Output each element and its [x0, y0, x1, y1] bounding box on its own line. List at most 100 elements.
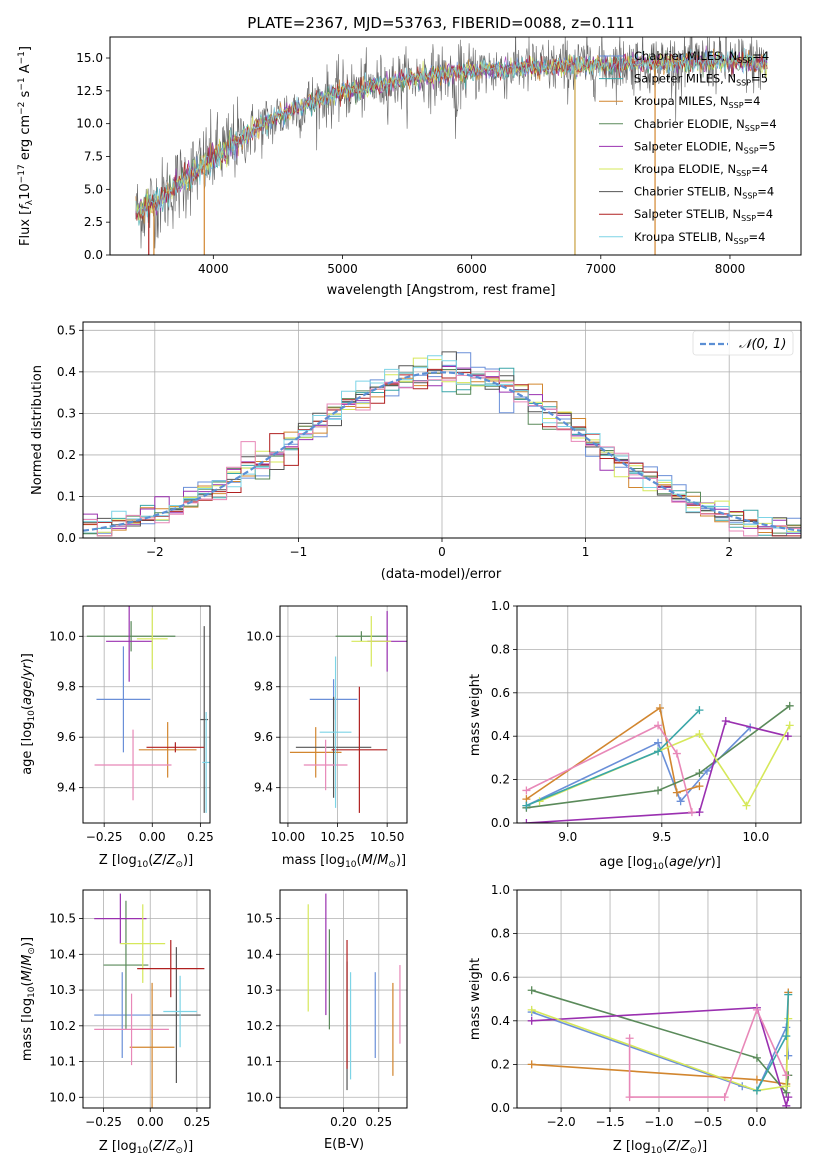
p7-ytick-label-1: 10.1: [246, 1055, 273, 1069]
age-vs-z-point-0: [96, 646, 151, 753]
mass-vs-z-xlabel: Z [log10(Z/Z⊙)]: [99, 1139, 193, 1156]
p8-xtick-label-3: −0.5: [693, 1115, 722, 1129]
age-vs-mass-point-1: [289, 727, 342, 778]
mass-vs-z-point-8: [163, 975, 197, 1048]
age-vs-mass-point-5: [295, 696, 372, 798]
p3-ytick-label-2: 9.8: [57, 680, 76, 694]
age-vs-mass-point-7: [303, 739, 348, 791]
age-vs-z-xlabel: Z [log10(Z/Z⊙)]: [99, 853, 193, 870]
residual-hist-9: [83, 370, 801, 538]
mass-vs-z-point-6: [137, 940, 205, 998]
age-vs-z-axes-frame: [82, 605, 211, 824]
figure-title: PLATE=2367, MJD=53763, FIBERID=0088, z=0…: [247, 14, 634, 32]
p5-ytick-label-1: 0.2: [491, 773, 510, 787]
residuals-xlabel: (data-model)/error: [381, 567, 502, 582]
mass-vs-z-point-4: [120, 904, 166, 983]
mass-weight-vs-age-line-1: [525, 706, 700, 800]
p1-ytick-label-1: 2.5: [84, 215, 103, 229]
p1-xtick-label-4: 8000: [715, 262, 746, 276]
p5-ytick-label-4: 0.8: [491, 642, 510, 656]
p8-xtick-label-0: −2.0: [546, 1115, 575, 1129]
p2-xtick-label-1: −1: [290, 545, 308, 559]
p8-ytick-label-1: 0.2: [491, 1057, 510, 1071]
residuals-legend-box: [692, 330, 794, 356]
mass-weight-vs-age-marker-4-2: [695, 730, 704, 739]
mass-vs-ebv-panel: 0.20 0.25 10.0 10.1 10.2 10.3 10.4 10.5 E(B-V): [246, 889, 408, 1152]
mass-weight-vs-z-marker-0-4: [784, 1051, 793, 1060]
p5-xtick-label-2: 10.0: [743, 830, 770, 844]
mass-weight-vs-z-marker-4-2: [782, 1082, 791, 1091]
p6-ytick-label-2: 10.2: [49, 1019, 76, 1033]
p1-xtick-label-0: 4000: [198, 262, 229, 276]
mass-weight-vs-age-marker-6-1: [654, 721, 663, 730]
mass-vs-z-point-3: [94, 893, 147, 944]
mass-weight-vs-age-marker-5-0: [522, 801, 531, 810]
age-vs-z-point-6: [146, 742, 205, 753]
mass-weight-vs-z-line-4: [531, 1009, 790, 1092]
mass-weight-vs-age-marker-3-2: [721, 717, 730, 726]
mass-weight-vs-z-panel: −2.0 −1.5 −1.0 −0.5 0.0 0.0 0.2 0.4 0.6 0.8 1.0 Z …: [468, 883, 802, 1156]
spectrum-panel: 4000 5000 6000 7000 8000 0.0 2.5 5.0 7.5 10.0 12.5…: [17, 36, 802, 298]
age-vs-mass-xlabel: mass [log10(M/M⊙)]: [282, 853, 406, 870]
mass-weight-vs-age-marker-4-3: [742, 801, 751, 810]
mass-weight-vs-z-line-1: [531, 992, 790, 1085]
mass-weight-vs-z-marker-3-3: [784, 1093, 793, 1102]
p5-ytick-label-5: 1.0: [491, 599, 510, 613]
mass-vs-z-point-5: [152, 947, 201, 1083]
p6-ytick-label-5: 10.5: [49, 912, 76, 926]
mass-weight-vs-age-marker-0-1: [654, 738, 663, 747]
age-vs-mass-point-6: [331, 686, 388, 813]
mass-weight-vs-age-marker-5-1: [654, 747, 663, 756]
p4-xtick-label-0: 10.00: [271, 830, 305, 844]
p2-xtick-label-0: −2: [146, 545, 164, 559]
p4-ytick-label-0: 9.4: [254, 781, 273, 795]
mass-weight-vs-age-marker-1-1: [655, 703, 664, 712]
p4-ytick-label-2: 9.8: [254, 680, 273, 694]
p8-xtick-label-2: −1.0: [644, 1115, 673, 1129]
mass-weight-vs-z-marker-2-1: [752, 1053, 761, 1062]
p5-ytick-label-0: 0.0: [491, 816, 510, 830]
p8-ytick-label-0: 0.0: [491, 1101, 510, 1115]
age-vs-z-point-3: [106, 606, 153, 682]
p5-xtick-label-1: 9.5: [652, 830, 671, 844]
mass-weight-vs-z-line-3: [531, 1006, 790, 1108]
p1-ytick-label-4: 10.0: [76, 117, 103, 131]
mass-weight-vs-age-marker-6-3: [687, 808, 696, 817]
residuals-legend-label: 𝒩(0, 1): [739, 337, 786, 352]
p8-ytick-label-4: 0.8: [491, 927, 510, 941]
age-vs-z-point-8: [202, 711, 210, 813]
residuals-ylabel: Normed distribution: [30, 365, 45, 495]
age-vs-mass-point-8: [319, 656, 352, 808]
mass-weight-vs-age-marker-4-4: [785, 721, 794, 730]
p4-ytick-label-1: 9.6: [254, 730, 273, 744]
mass-weight-vs-z-marker-4-0: [527, 1005, 536, 1014]
p1-xtick-label-3: 7000: [586, 262, 617, 276]
spectrum-legend-label-5: Kroupa ELODIE, NSSP=4: [634, 162, 768, 178]
mass-vs-z-ylabel: mass [log10(M/M⊙)]: [20, 937, 37, 1061]
residuals-legend: 𝒩(0, 1): [692, 330, 794, 356]
age-vs-mass-point-2: [335, 631, 388, 642]
mass-weight-vs-age-panel: 9.0 9.5 10.0 0.0 0.2 0.4 0.6 0.8 1.0 age [log10(…: [468, 599, 802, 872]
mass-weight-vs-age-line-6: [526, 724, 693, 813]
p6-xtick-label-1: 0.00: [137, 1115, 164, 1129]
p6-ytick-label-3: 10.3: [49, 983, 76, 997]
mass-weight-vs-z-marker-4-3: [784, 1014, 793, 1023]
p2-ytick-label-1: 0.1: [57, 489, 76, 503]
mass-weight-vs-z-line-2: [531, 989, 790, 1095]
normal-curve: [83, 371, 801, 532]
spectrum-ylabel: Flux [fλ10−17 erg cm−2 s−1 A−1]: [17, 46, 35, 246]
mass-weight-vs-age-marker-0-2: [676, 797, 685, 806]
age-vs-z-point-7: [94, 729, 172, 801]
p6-ytick-label-4: 10.4: [49, 947, 76, 961]
p3-ytick-label-0: 9.4: [57, 781, 76, 795]
age-vs-z-point-4: [136, 608, 168, 670]
mass-weight-vs-age-line-2: [526, 705, 791, 809]
mass-weight-vs-z-marker-1-1: [752, 1075, 761, 1084]
mass-weight-vs-age-marker-1-2: [672, 788, 681, 797]
p6-ytick-label-0: 10.0: [49, 1090, 76, 1104]
mass-weight-vs-z-marker-6-4: [782, 1071, 791, 1080]
mass-weight-vs-z-marker-5-0: [752, 1086, 761, 1095]
spectrum-legend-label-3: Chabrier ELODIE, NSSP=4: [634, 117, 777, 133]
mass-weight-vs-age-marker-1-3: [695, 782, 704, 791]
